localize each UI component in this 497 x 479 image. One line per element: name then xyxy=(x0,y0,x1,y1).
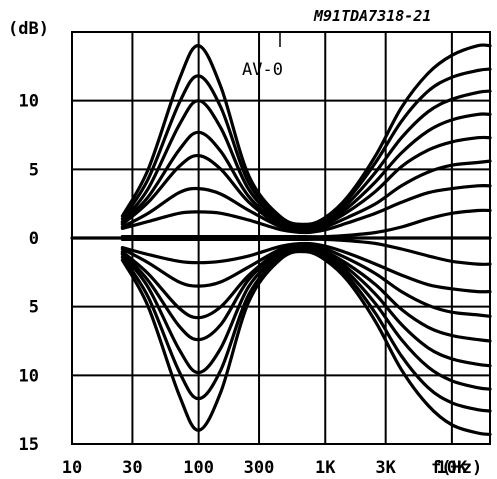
y-tick-label: 10 xyxy=(19,92,39,112)
x-tick-label: 1K xyxy=(315,458,336,478)
response-curve-10 xyxy=(120,241,492,294)
plot-frame xyxy=(71,31,491,445)
x-tick-label: 100 xyxy=(183,458,214,478)
x-tick-label: 300 xyxy=(244,458,275,478)
response-curve-16 xyxy=(120,249,492,436)
y-tick-label: 5 xyxy=(29,298,39,318)
response-curve-15 xyxy=(120,248,492,413)
response-curve-5 xyxy=(120,135,492,232)
gain-annotation: AV-0 xyxy=(242,60,283,80)
tick-labels: 10 30 100 300 1K 3K 10K 10 5 0 5 10 15 xyxy=(19,92,468,478)
y-tick-label: 0 xyxy=(29,229,39,249)
y-axis-label: (dB) xyxy=(8,19,49,39)
response-curve-1 xyxy=(120,43,492,226)
x-tick-label: 3K xyxy=(375,458,396,478)
x-tick-label: 10K xyxy=(437,458,468,478)
y-tick-label: 15 xyxy=(19,435,39,455)
x-tick-label: 30 xyxy=(122,458,142,478)
response-curve-11 xyxy=(120,243,492,318)
response-curve-7 xyxy=(120,184,492,235)
figure-id: M91TDA7318-21 xyxy=(313,7,431,25)
response-curve-6 xyxy=(120,159,492,233)
response-curve-3 xyxy=(120,89,492,229)
y-tick-label: 5 xyxy=(29,160,39,180)
y-tick-label: 10 xyxy=(19,366,39,386)
curves xyxy=(70,43,492,436)
x-tick-label: 10 xyxy=(62,458,82,478)
response-curve-14 xyxy=(120,247,492,391)
x-axis-label: f(Hz) xyxy=(431,458,482,478)
